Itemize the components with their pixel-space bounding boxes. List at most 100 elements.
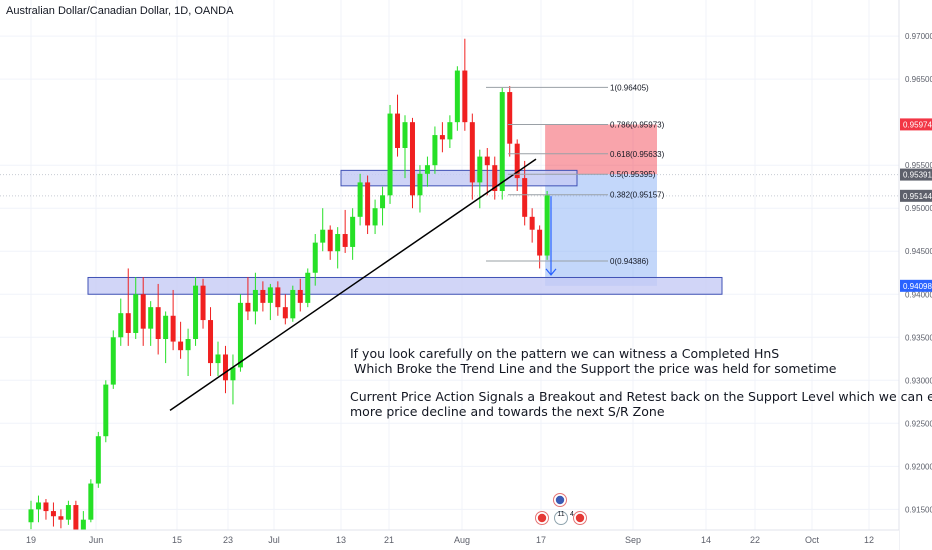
price-tick-label: 0.95000 bbox=[905, 204, 932, 213]
candle bbox=[372, 199, 378, 235]
event-cad[interactable] bbox=[535, 511, 549, 525]
time-tick-label: 12 bbox=[864, 535, 874, 545]
candle bbox=[357, 173, 363, 226]
candle bbox=[148, 301, 154, 346]
candle-body bbox=[35, 502, 41, 510]
candle bbox=[200, 278, 206, 329]
event-group[interactable]: 11 4 bbox=[554, 511, 575, 525]
candle bbox=[350, 208, 356, 260]
candle bbox=[529, 208, 535, 243]
time-tick-label: Sep bbox=[625, 535, 641, 545]
candle-body bbox=[275, 287, 281, 308]
candle bbox=[275, 281, 281, 316]
candle bbox=[185, 328, 191, 376]
candle bbox=[110, 330, 116, 389]
candle-body bbox=[499, 92, 505, 192]
projection-arrow-head bbox=[545, 268, 557, 276]
symbol-title: Australian Dollar/Canadian Dollar, 1D, O… bbox=[6, 5, 234, 17]
candle-body bbox=[507, 92, 513, 144]
fib-level-label: 0.5(0.95395) bbox=[610, 170, 656, 179]
price-axis[interactable]: 0.97000 0.96500 0.95500 0.95000 0.94500 0.940… bbox=[898, 0, 932, 550]
resistance-zone bbox=[340, 169, 578, 187]
candle-body bbox=[432, 135, 438, 166]
candle bbox=[387, 104, 393, 204]
candle bbox=[208, 307, 214, 376]
candle-body bbox=[133, 294, 139, 333]
price-tick-label: 0.95500 bbox=[905, 161, 932, 170]
candle bbox=[402, 115, 408, 179]
candle-body bbox=[492, 165, 498, 192]
candle-body bbox=[544, 195, 550, 256]
candle bbox=[260, 281, 266, 312]
candle-body bbox=[387, 113, 393, 196]
candle-body bbox=[357, 182, 363, 217]
economic-events[interactable]: 11 4 bbox=[535, 493, 587, 525]
candle-body bbox=[267, 287, 273, 303]
time-tick-label: 19 bbox=[26, 535, 36, 545]
candle-body bbox=[522, 178, 528, 217]
candle-body bbox=[222, 354, 228, 381]
event-flag-icon bbox=[537, 513, 547, 523]
event-group-circle[interactable] bbox=[554, 511, 568, 525]
candle-body bbox=[342, 234, 348, 247]
candle-body bbox=[305, 272, 311, 303]
price-tick-label: 0.96500 bbox=[905, 75, 932, 84]
candle bbox=[312, 234, 318, 286]
candle bbox=[484, 147, 490, 196]
candle-body bbox=[335, 234, 341, 252]
candle-body bbox=[88, 483, 94, 520]
candle bbox=[28, 500, 34, 530]
candle bbox=[282, 294, 288, 325]
candle bbox=[544, 191, 550, 260]
candle bbox=[454, 66, 460, 131]
candle-body bbox=[402, 122, 408, 148]
candle-body bbox=[103, 384, 109, 437]
analysis-annotation: If you look carefully on the pattern we … bbox=[350, 346, 932, 419]
price-tick-label: 0.92000 bbox=[905, 462, 932, 471]
time-axis[interactable]: 19 Jun 15 23 Jul 13 21 Aug 17 Sep 14 22 Oct 12 bbox=[0, 529, 899, 550]
candle-body bbox=[125, 313, 131, 333]
candle bbox=[222, 345, 228, 394]
price-tick-label: 0.94500 bbox=[905, 247, 932, 256]
time-tick-label: Aug bbox=[454, 535, 470, 545]
candle-body bbox=[297, 289, 303, 303]
candle-body bbox=[237, 302, 243, 368]
candle-body bbox=[155, 307, 161, 339]
event-cad-2[interactable] bbox=[573, 511, 587, 525]
price-label-bg bbox=[900, 279, 932, 292]
candle bbox=[522, 160, 528, 226]
candle-body bbox=[80, 519, 86, 531]
candle bbox=[58, 509, 64, 529]
candle-body bbox=[529, 216, 535, 230]
candle bbox=[365, 175, 371, 235]
candle bbox=[507, 86, 513, 157]
candle bbox=[35, 495, 41, 523]
candle bbox=[432, 126, 438, 174]
event-flag-icon bbox=[575, 513, 585, 523]
candle-body bbox=[447, 122, 453, 140]
price-tick-label: 0.97000 bbox=[905, 32, 932, 41]
event-aud[interactable] bbox=[553, 493, 567, 507]
candle bbox=[499, 87, 505, 200]
fib-level-label: 1(0.96405) bbox=[610, 83, 649, 92]
annotation-line-4: more price decline and towards the next … bbox=[350, 403, 665, 419]
candle-body bbox=[372, 208, 378, 226]
candle-body bbox=[484, 156, 490, 166]
candle bbox=[252, 272, 258, 325]
candle-body bbox=[163, 315, 169, 339]
candle-body bbox=[73, 505, 79, 531]
candle-body bbox=[282, 307, 288, 319]
candle-body bbox=[327, 229, 333, 252]
candle bbox=[118, 298, 124, 346]
candle bbox=[245, 277, 251, 321]
price-tick-label: 0.92500 bbox=[905, 419, 932, 428]
candle-body bbox=[170, 315, 176, 342]
candle-body bbox=[50, 511, 56, 517]
stop-loss-zone bbox=[545, 124, 657, 175]
candle-body bbox=[290, 289, 296, 319]
candle-body bbox=[350, 216, 356, 247]
candle bbox=[327, 225, 333, 260]
candle bbox=[380, 186, 386, 226]
candle bbox=[409, 117, 415, 209]
